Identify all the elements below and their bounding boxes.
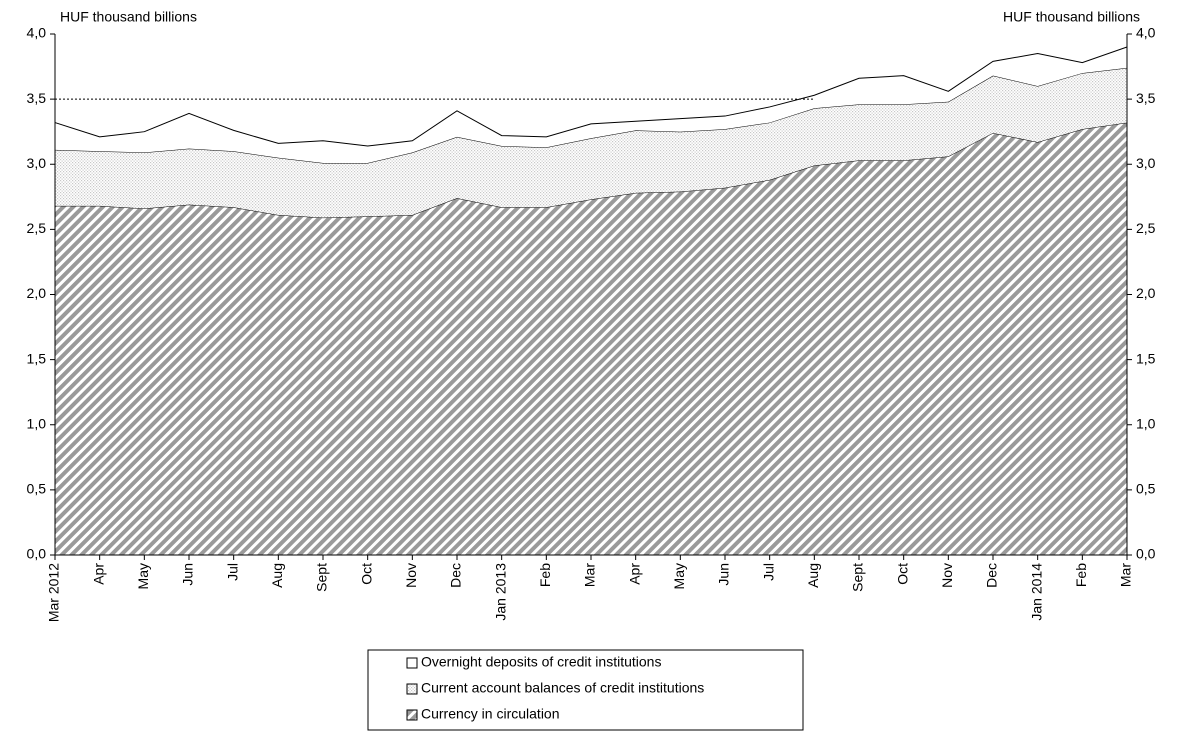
y2-tick-label: 2,0 [1136, 285, 1156, 301]
x-tick-label: Mar [1118, 563, 1134, 587]
y-tick-label: 3,5 [27, 90, 47, 106]
area-fill [55, 122, 1127, 555]
x-tick-label: Mar 2012 [46, 563, 62, 622]
legend-label: Currency in circulation [421, 706, 560, 722]
y2-axis-label: HUF thousand billions [1003, 9, 1140, 25]
y2-tick-label: 4,0 [1136, 25, 1156, 41]
area-fill [55, 47, 1127, 163]
x-tick-label: Feb [1073, 563, 1089, 587]
legend-swatch [406, 709, 418, 721]
x-tick-label: Feb [537, 563, 553, 587]
y-tick-label: 1,5 [27, 350, 47, 366]
y2-tick-label: 1,0 [1136, 415, 1156, 431]
x-tick-label: Nov [403, 563, 419, 588]
legend-label: Overnight deposits of credit institution… [421, 654, 661, 670]
y-tick-label: 2,5 [27, 220, 47, 236]
y2-tick-label: 3,5 [1136, 90, 1156, 106]
y-axis-label: HUF thousand billions [60, 9, 197, 25]
x-tick-label: Sept [850, 563, 866, 592]
legend-label: Current account balances of credit insti… [421, 680, 704, 696]
y2-tick-label: 3,0 [1136, 155, 1156, 171]
y-tick-label: 0,0 [27, 546, 47, 562]
y2-tick-label: 1,5 [1136, 350, 1156, 366]
x-tick-label: Mar [582, 563, 598, 587]
y-tick-label: 0,5 [27, 481, 47, 497]
x-tick-label: Dec [984, 563, 1000, 588]
x-tick-label: Jul [760, 563, 776, 581]
y-tick-label: 2,0 [27, 285, 47, 301]
x-tick-label: Jun [180, 563, 196, 586]
legend-swatch [406, 657, 418, 669]
legend-box [367, 649, 804, 731]
y-tick-label: 4,0 [27, 25, 47, 41]
y-tick-label: 1,0 [27, 415, 47, 431]
y2-tick-label: 2,5 [1136, 220, 1156, 236]
x-tick-label: Oct [358, 563, 374, 585]
y2-tick-label: 0,0 [1136, 546, 1156, 562]
x-tick-label: May [135, 563, 151, 589]
x-tick-label: Aug [805, 563, 821, 588]
x-tick-label: Dec [448, 563, 464, 588]
x-tick-label: Jul [224, 563, 240, 581]
x-tick-label: Sept [314, 563, 330, 592]
x-tick-label: May [671, 563, 687, 589]
x-tick-label: Jan 2014 [1028, 563, 1044, 621]
y2-tick-label: 0,5 [1136, 481, 1156, 497]
area-top-line [54, 46, 1128, 147]
legend-swatch [406, 683, 418, 695]
y-tick-label: 3,0 [27, 155, 47, 171]
area-fill [55, 67, 1127, 218]
x-tick-label: Aug [269, 563, 285, 588]
x-tick-label: Nov [939, 563, 955, 588]
x-tick-label: Apr [90, 563, 106, 585]
x-tick-label: Jun [716, 563, 732, 586]
x-tick-label: Oct [894, 563, 910, 585]
x-tick-label: Apr [626, 563, 642, 585]
x-tick-label: Jan 2013 [492, 563, 508, 621]
